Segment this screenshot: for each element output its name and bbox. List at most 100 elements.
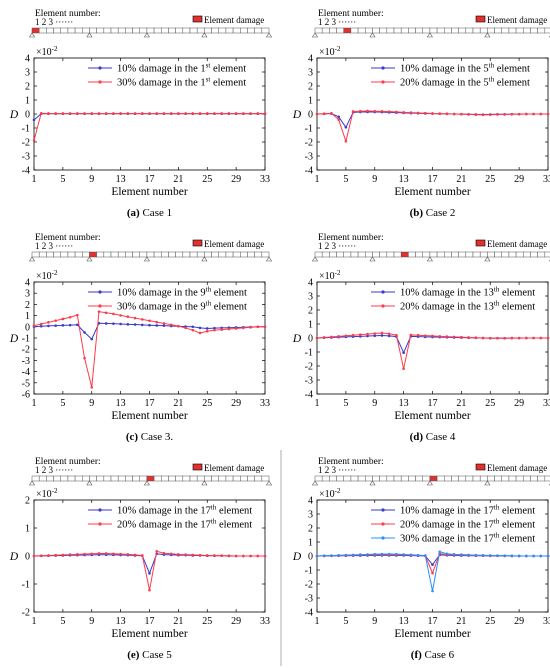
data-point: [83, 112, 86, 115]
y-multiplier: ×10-2: [319, 269, 341, 282]
y-tick-label: -3: [22, 356, 30, 367]
legend-swatch-point: [98, 66, 102, 70]
beam-numbers-label: 1 2 3 ······: [318, 17, 356, 27]
y-tick-label: 4: [25, 278, 30, 289]
data-point: [126, 323, 130, 326]
x-tick-label: 33: [260, 174, 270, 185]
beam-element: [89, 475, 97, 482]
data-point: [344, 140, 348, 143]
data-point: [76, 553, 79, 556]
beam-element: [494, 251, 502, 258]
beam-element: [96, 27, 105, 34]
data-point: [47, 112, 50, 115]
legend-entry: 10% damage in the 17th element: [400, 504, 535, 517]
y-tick-label: 3: [25, 68, 30, 79]
x-tick-label: 9: [89, 398, 94, 409]
y-tick-label: -6: [22, 390, 30, 401]
data-point: [532, 112, 535, 116]
beam-element: [53, 475, 61, 482]
beam-element: [314, 475, 323, 482]
data-point: [481, 554, 485, 557]
beam-support: [426, 32, 433, 38]
beam-schematic: Element number:1 2 3 ······ Element damag…: [311, 233, 550, 262]
data-point: [517, 554, 521, 558]
x-tick-label: 29: [514, 616, 524, 627]
x-tick-label: 29: [231, 398, 241, 409]
y-tick-label: 3: [308, 510, 313, 521]
chart-panel-2: Element number:1 2 3 ······ Element damag…: [292, 9, 550, 219]
data-point: [162, 322, 166, 325]
data-point: [488, 554, 492, 557]
x-tick-label: 33: [260, 398, 270, 409]
beam-element: [254, 27, 263, 34]
data-point: [517, 112, 521, 116]
beam-element: [436, 251, 445, 258]
x-tick-label: 9: [372, 398, 377, 409]
series-group: [315, 109, 550, 144]
beam-support: [369, 256, 376, 262]
y-tick-label: -4: [305, 166, 313, 177]
x-tick-label: 21: [173, 398, 183, 409]
beam-schematic: Element number:1 2 3 ······ Element damag…: [311, 457, 550, 486]
legend-entry: 10% damage in the 17th element: [117, 504, 252, 517]
beam-element: [211, 27, 219, 34]
data-point: [431, 334, 434, 338]
y-tick-label: 2: [308, 306, 313, 317]
data-point: [76, 323, 79, 327]
data-point: [256, 554, 260, 558]
data-point: [402, 553, 405, 556]
x-tick-label: 5: [60, 616, 65, 627]
data-point: [97, 112, 101, 115]
beam-element: [379, 251, 388, 258]
beam-element: [31, 251, 40, 258]
beam-element: [196, 251, 205, 258]
series-group: [32, 310, 267, 389]
data-point: [322, 554, 326, 558]
data-point: [409, 111, 413, 114]
beam-element: [161, 27, 169, 34]
data-point: [344, 553, 348, 557]
x-tick-label: 25: [485, 616, 495, 627]
beam-numbers-label: 1 2 3 ······: [318, 241, 356, 251]
data-point: [351, 553, 355, 557]
data-point: [90, 112, 94, 115]
data-point: [431, 589, 434, 593]
data-point: [213, 328, 216, 332]
y-tick-label: -3: [22, 152, 30, 163]
beam-support: [426, 480, 433, 486]
y-tick-label: -5: [22, 378, 30, 389]
beam-element: [38, 27, 47, 34]
y-tick-label: 3: [308, 292, 313, 303]
beam-element: [400, 251, 409, 258]
beam-element: [53, 27, 61, 34]
data-point: [119, 314, 122, 317]
data-point: [39, 554, 43, 558]
x-tick-label: 17: [145, 616, 155, 627]
data-point: [438, 550, 442, 554]
data-point: [242, 554, 245, 558]
legend-entry: 30% damage in the 17th element: [400, 532, 535, 545]
beam-element: [261, 251, 270, 258]
data-point: [402, 111, 405, 114]
panel-caption: (b) Case 2: [410, 207, 456, 219]
data-point: [438, 112, 442, 116]
beam-support: [28, 480, 36, 486]
data-point: [539, 112, 543, 116]
y-tick-label: 4: [308, 278, 313, 289]
beam-element: [372, 251, 380, 258]
beam-element: [343, 27, 352, 34]
y-axis-label: D: [292, 333, 302, 345]
beam-element: [350, 251, 359, 258]
data-point: [83, 331, 86, 334]
data-point: [83, 356, 86, 360]
data-point: [220, 554, 223, 558]
beam-element: [537, 27, 546, 34]
data-point: [155, 112, 159, 115]
beam-element: [189, 251, 198, 258]
x-tick-label: 13: [116, 174, 126, 185]
data-point: [263, 112, 267, 115]
damage-swatch: [192, 239, 203, 247]
beam-element: [365, 475, 373, 482]
beam-element: [211, 475, 219, 482]
beam-element: [472, 475, 481, 482]
